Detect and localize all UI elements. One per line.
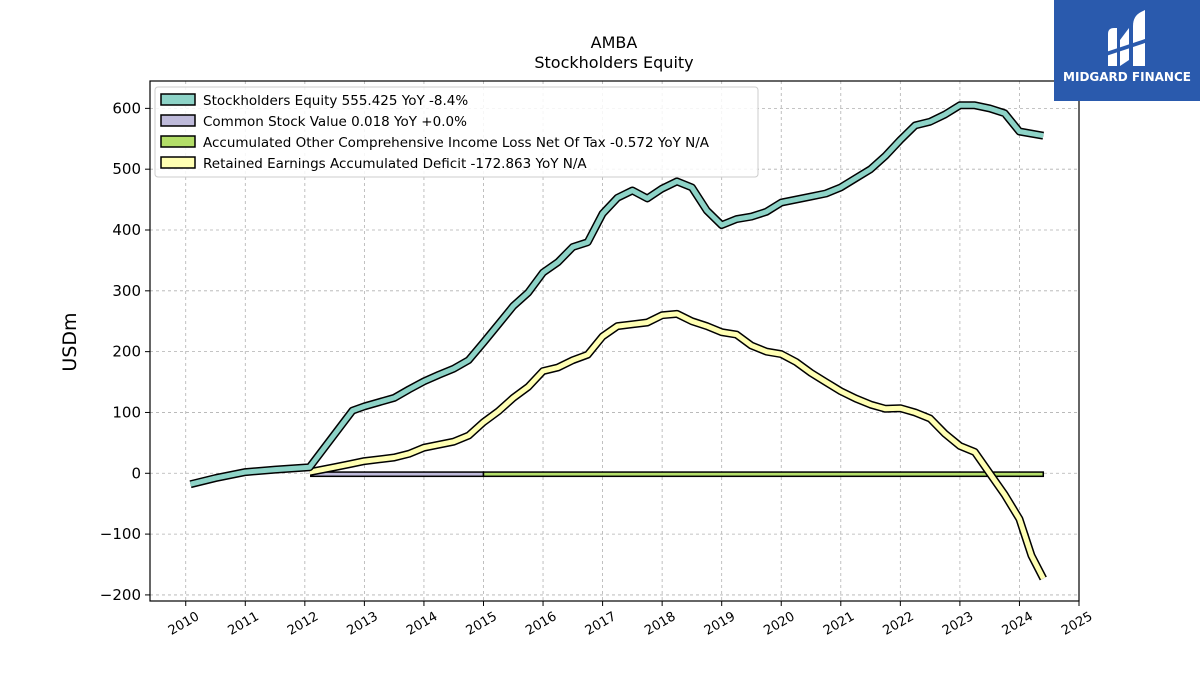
retained-earnings-line bbox=[309, 311, 1046, 580]
legend-label-accumulated-oci: Accumulated Other Comprehensive Income L… bbox=[203, 135, 710, 151]
chart-subtitle: Stockholders Equity bbox=[534, 53, 693, 72]
common-stock-value-band bbox=[310, 471, 485, 478]
y-tick-label: 600 bbox=[112, 99, 141, 117]
chart-legend: Stockholders Equity 555.425 YoY -8.4% Co… bbox=[154, 86, 759, 178]
brand-logo: MIDGARD FINANCE bbox=[1054, 0, 1200, 101]
chart-title: AMBA bbox=[591, 33, 638, 52]
accumulated-oci-band bbox=[482, 471, 1045, 478]
legend-swatch-common-stock-value bbox=[160, 114, 196, 127]
brand-name: MIDGARD FINANCE bbox=[1063, 70, 1191, 84]
legend-swatch-retained-earnings bbox=[160, 156, 196, 169]
y-tick-label: −100 bbox=[100, 525, 141, 543]
series-layer bbox=[189, 101, 1047, 581]
y-tick-label: 100 bbox=[112, 403, 141, 421]
stockholders-equity-line bbox=[189, 102, 1044, 487]
y-tick-label: 0 bbox=[131, 464, 141, 482]
legend-label-stockholders-equity: Stockholders Equity 555.425 YoY -8.4% bbox=[203, 93, 468, 109]
legend-label-common-stock-value: Common Stock Value 0.018 YoY +0.0% bbox=[203, 114, 467, 130]
midgard-mark-icon bbox=[1106, 10, 1148, 66]
y-tick-label: −200 bbox=[100, 586, 141, 604]
y-axis-label: USDm bbox=[59, 312, 81, 371]
y-tick-label: 200 bbox=[112, 343, 141, 361]
legend-box bbox=[154, 86, 759, 178]
legend-swatch-accumulated-oci bbox=[160, 135, 196, 148]
legend-swatch-stockholders-equity bbox=[160, 93, 196, 106]
axes-frame bbox=[149, 80, 1080, 602]
y-tick-label: 300 bbox=[112, 282, 141, 300]
y-tick-label: 400 bbox=[112, 221, 141, 239]
legend-label-retained-earnings: Retained Earnings Accumulated Deficit -1… bbox=[203, 156, 587, 172]
y-tick-label: 500 bbox=[112, 160, 141, 178]
